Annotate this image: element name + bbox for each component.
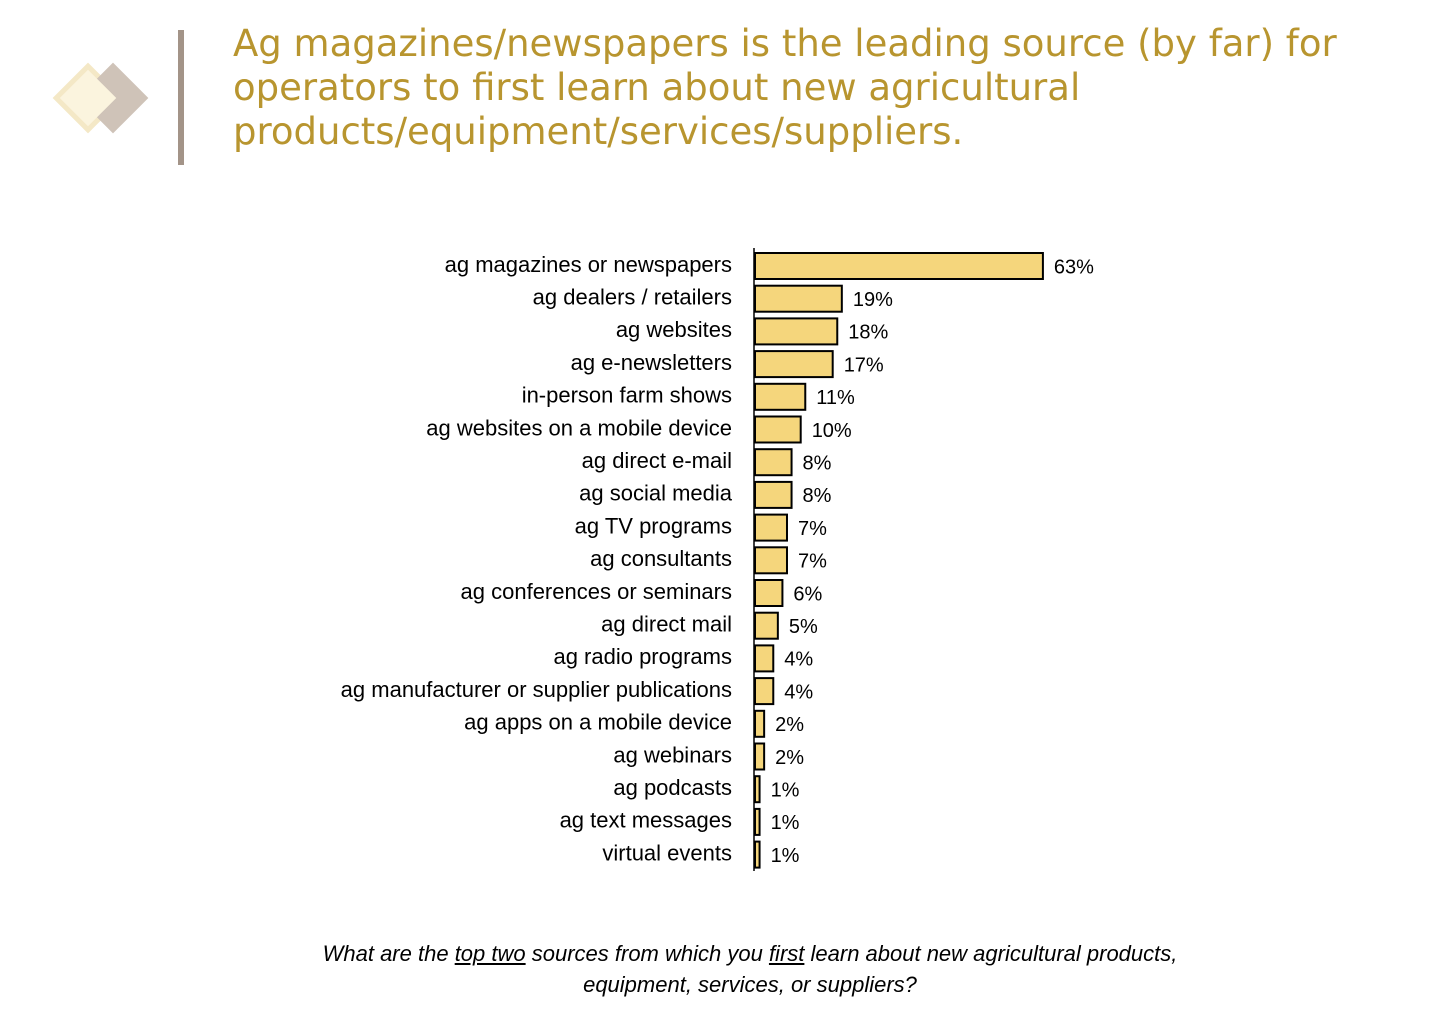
- value-label: 2%: [775, 747, 804, 769]
- bar: [754, 807, 761, 836]
- bar: [754, 611, 779, 640]
- category-label: ag radio programs: [553, 644, 732, 669]
- category-label: ag consultants: [590, 546, 732, 571]
- value-label: 4%: [784, 649, 813, 671]
- category-label: ag TV programs: [575, 513, 732, 538]
- value-label: 5%: [789, 616, 818, 638]
- value-label: 2%: [775, 714, 804, 736]
- value-label: 17%: [844, 354, 884, 376]
- bar: [754, 415, 802, 444]
- plot: ag magazines or newspapers 63% ag dealers …: [341, 252, 1094, 869]
- title-rule: [178, 30, 184, 165]
- category-label: ag magazines or newspapers: [445, 252, 732, 277]
- category-label: ag webinars: [613, 742, 732, 767]
- question-text: first: [768, 941, 805, 966]
- category-label: ag text messages: [560, 808, 732, 833]
- value-label: 7%: [798, 518, 827, 540]
- category-label: in-person farm shows: [522, 383, 732, 408]
- category-label: ag manufacturer or supplier publications: [341, 677, 732, 702]
- bar: [754, 382, 807, 411]
- question-text: sources from which you: [525, 941, 769, 966]
- value-label: 63%: [1054, 256, 1094, 278]
- chart-title: Ag magazines/newspapers is the leading s…: [233, 22, 1337, 153]
- category-label: ag e-newsletters: [571, 350, 732, 375]
- bar: [754, 448, 793, 477]
- value-label: 11%: [816, 387, 855, 409]
- value-label: 1%: [771, 779, 800, 801]
- bar: [754, 677, 775, 706]
- category-label: ag dealers / retailers: [533, 285, 732, 310]
- category-label: ag websites on a mobile device: [426, 415, 732, 440]
- bar: [754, 644, 775, 673]
- bar: [754, 709, 766, 738]
- value-label: 4%: [784, 681, 813, 703]
- bar: [754, 317, 839, 346]
- bar: [754, 546, 788, 575]
- value-label: 19%: [853, 289, 893, 311]
- bar: [754, 284, 843, 313]
- question-text: learn about new agricultural products, e…: [583, 941, 1178, 997]
- category-label: ag direct e-mail: [582, 448, 732, 473]
- value-label: 7%: [798, 551, 827, 573]
- category-label: ag podcasts: [613, 775, 732, 800]
- value-label: 1%: [771, 845, 800, 867]
- question-text: top two: [454, 941, 526, 966]
- category-label: ag conferences or seminars: [461, 579, 732, 604]
- category-label: virtual events: [602, 840, 732, 865]
- bar: [754, 480, 793, 509]
- value-label: 8%: [803, 485, 832, 507]
- value-label: 10%: [812, 420, 852, 442]
- category-label: ag apps on a mobile device: [464, 710, 732, 735]
- bar: [754, 513, 788, 542]
- category-label: ag social media: [579, 481, 733, 506]
- question-text: What are the: [322, 941, 455, 966]
- bar: [754, 775, 761, 804]
- decor-diamond: [59, 69, 117, 127]
- bar: [754, 252, 1044, 280]
- value-label: 6%: [793, 583, 822, 605]
- bar: [754, 579, 784, 607]
- value-label: 1%: [771, 812, 800, 834]
- bar: [754, 742, 766, 771]
- category-label: ag direct mail: [601, 612, 732, 637]
- category-label: ag websites: [616, 317, 732, 342]
- bar: [754, 840, 761, 869]
- survey-question: What are the top two sources from which …: [300, 938, 1200, 1000]
- value-label: 18%: [848, 322, 888, 344]
- bar: [754, 350, 834, 379]
- value-label: 8%: [803, 452, 832, 474]
